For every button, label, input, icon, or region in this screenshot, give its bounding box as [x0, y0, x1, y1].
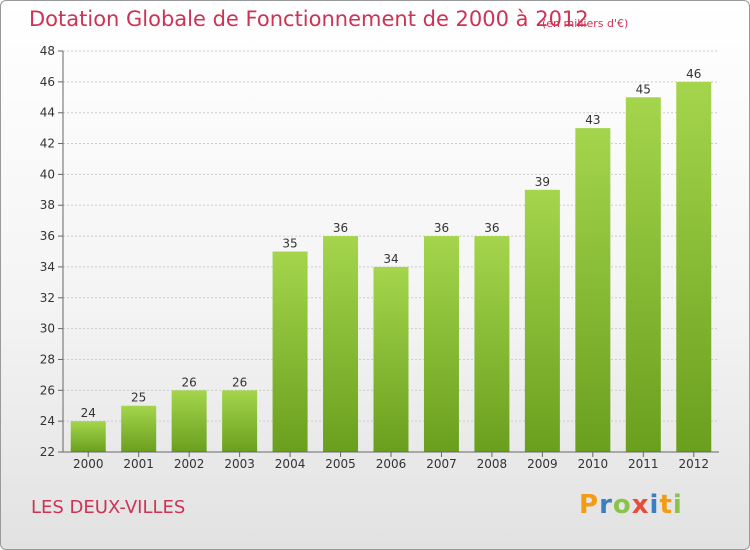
data-label-2002: 26 [182, 375, 197, 389]
y-tick-label: 48 [40, 44, 55, 58]
y-tick-label: 44 [40, 106, 55, 120]
data-label-2011: 45 [636, 82, 651, 96]
y-tick-label: 26 [40, 383, 55, 397]
y-tick-label: 40 [40, 167, 55, 181]
y-tick-label: 28 [40, 352, 55, 366]
bar-2010 [575, 128, 611, 452]
y-tick-label: 34 [40, 260, 55, 274]
bar-2012 [676, 81, 712, 452]
axes: 22 24 26 28 30 32 34 36 38 40 42 44 46 48 2000 2001 2002… [40, 44, 719, 471]
data-label-2009: 39 [535, 175, 550, 189]
chart-subtitle: (en milliers d'€) [542, 17, 629, 30]
y-tick-label: 30 [40, 322, 55, 336]
x-tick-label-2009: 2009 [527, 457, 558, 471]
x-tick-label-2001: 2001 [123, 457, 154, 471]
data-label-2004: 35 [282, 237, 297, 251]
x-tick-label-2004: 2004 [275, 457, 306, 471]
data-label-2012: 46 [686, 67, 701, 81]
x-tick-label-2002: 2002 [174, 457, 205, 471]
bar-2004 [272, 251, 308, 452]
bar-2006 [373, 266, 409, 452]
proxiti-logo: Proxiti [579, 490, 683, 520]
x-tick-label-2000: 2000 [73, 457, 104, 471]
y-tick-label: 38 [40, 198, 55, 212]
y-tick-label: 24 [40, 414, 55, 428]
bar-2002 [171, 390, 207, 452]
y-tick-label: 22 [40, 445, 55, 459]
chart-title: Dotation Globale de Fonctionnement de 20… [29, 7, 589, 31]
bar-2008 [474, 236, 510, 452]
data-label-2007: 36 [434, 221, 449, 235]
bar-2005 [323, 236, 359, 452]
city-name: LES DEUX-VILLES [31, 497, 186, 518]
x-tick-label-2012: 2012 [678, 457, 709, 471]
data-label-2001: 25 [131, 391, 146, 405]
data-label-2008: 36 [484, 221, 499, 235]
data-label-2000: 24 [81, 406, 96, 420]
x-tick-label-2005: 2005 [325, 457, 356, 471]
bar-2003 [222, 390, 258, 452]
data-label-2010: 43 [585, 113, 600, 127]
data-label-2005: 36 [333, 221, 348, 235]
x-tick-label-2007: 2007 [426, 457, 457, 471]
x-tick-label-2010: 2010 [578, 457, 609, 471]
x-tick-label-2011: 2011 [628, 457, 659, 471]
y-tick-label: 36 [40, 229, 55, 243]
bar-2009 [524, 189, 560, 453]
x-tick-label-2006: 2006 [376, 457, 407, 471]
data-label-2003: 26 [232, 375, 247, 389]
y-tick-label: 32 [40, 291, 55, 305]
bar-2001 [121, 405, 157, 452]
bar-2011 [625, 97, 661, 453]
bar-2000 [70, 421, 106, 452]
bar-2007 [423, 236, 459, 452]
data-label-2006: 34 [383, 252, 398, 266]
x-tick-label-2003: 2003 [224, 457, 255, 471]
data-labels: 24 25 26 26 35 36 34 36 36 39 43 45 46 [81, 67, 702, 420]
y-tick-label: 42 [40, 137, 55, 151]
y-tick-label: 46 [40, 75, 55, 89]
bars [70, 81, 712, 453]
x-tick-label-2008: 2008 [477, 457, 508, 471]
